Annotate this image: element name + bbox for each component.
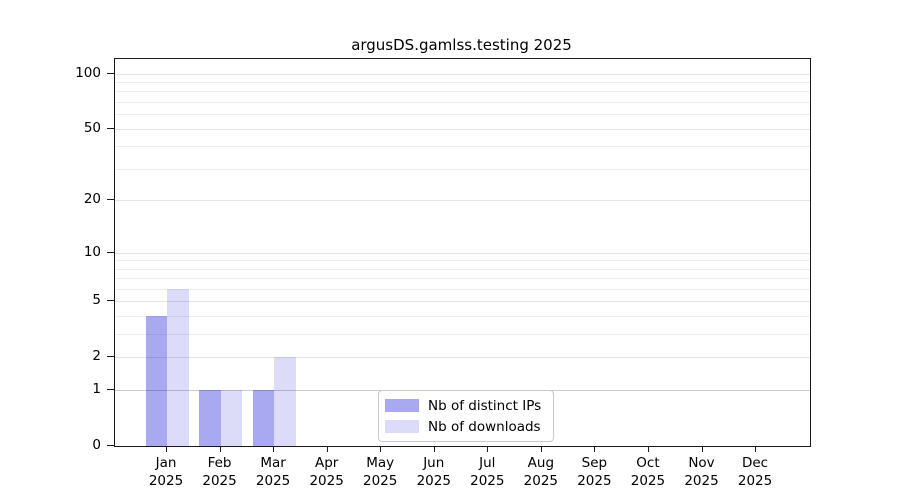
y-tick-label-50: 50 bbox=[83, 119, 101, 136]
bar-downloads-mar bbox=[274, 357, 296, 446]
legend-label-downloads: Nb of downloads bbox=[428, 418, 541, 435]
x-tick-label-dec: Dec 2025 bbox=[737, 455, 773, 489]
gridline-minor bbox=[115, 268, 810, 270]
x-tick-mark-sep bbox=[594, 446, 596, 452]
x-tick-label-jun: Jun 2025 bbox=[416, 455, 451, 489]
legend-item-distinct-ips: Nb of distinct IPs bbox=[385, 397, 541, 414]
x-tick-mark-dec bbox=[755, 446, 757, 452]
x-tick-mark-nov bbox=[701, 446, 703, 452]
x-tick-label-jul: Jul 2025 bbox=[470, 455, 505, 489]
x-tick-mark-aug bbox=[540, 446, 542, 452]
gridline-minor bbox=[115, 81, 810, 83]
bar-downloads-feb bbox=[220, 390, 243, 446]
gridline-2 bbox=[115, 357, 810, 359]
x-tick-mark-jan bbox=[166, 446, 167, 452]
y-tick-mark-2 bbox=[107, 356, 114, 358]
y-tick-mark-50 bbox=[107, 127, 114, 129]
legend: Nb of distinct IPs Nb of downloads bbox=[378, 390, 555, 442]
gridline-100 bbox=[115, 73, 810, 75]
x-tick-mark-may bbox=[380, 446, 382, 452]
bar-distinct-ips-mar bbox=[252, 390, 275, 446]
y-tick-mark-20 bbox=[107, 199, 114, 201]
gridline-minor bbox=[115, 334, 810, 336]
y-tick-mark-100 bbox=[107, 72, 114, 74]
legend-swatch-distinct-ips bbox=[385, 399, 419, 412]
gridline-5 bbox=[115, 301, 810, 303]
x-tick-mark-oct bbox=[647, 446, 649, 452]
y-tick-mark-10 bbox=[107, 251, 114, 253]
x-tick-label-may: May 2025 bbox=[363, 455, 398, 489]
y-tick-mark-5 bbox=[107, 300, 114, 302]
y-tick-label-2: 2 bbox=[92, 348, 101, 365]
chart-title: argusDS.gamlss.testing 2025 bbox=[351, 36, 572, 54]
x-tick-label-nov: Nov 2025 bbox=[684, 455, 719, 489]
x-tick-mark-feb bbox=[219, 446, 221, 452]
gridline-minor bbox=[115, 278, 810, 280]
gridline-minor bbox=[115, 260, 810, 262]
gridline-minor bbox=[115, 146, 810, 148]
y-tick-mark-1 bbox=[107, 389, 114, 391]
x-tick-label-feb: Feb 2025 bbox=[202, 455, 237, 489]
gridline-minor bbox=[115, 288, 810, 290]
x-tick-label-oct: Oct 2025 bbox=[630, 455, 666, 489]
x-tick-mark-jun bbox=[433, 446, 435, 452]
y-tick-label-100: 100 bbox=[75, 64, 101, 81]
bar-distinct-ips-feb bbox=[199, 390, 221, 446]
gridline-minor bbox=[115, 114, 810, 116]
gridline-minor bbox=[115, 316, 810, 318]
gridline-10 bbox=[115, 252, 810, 254]
x-tick-label-jan: Jan 2025 bbox=[148, 455, 184, 489]
legend-label-distinct-ips: Nb of distinct IPs bbox=[428, 397, 542, 414]
bar-distinct-ips-jan bbox=[145, 316, 167, 446]
gridline-minor bbox=[115, 168, 810, 170]
x-tick-label-mar: Mar 2025 bbox=[255, 455, 291, 489]
gridline-minor bbox=[115, 91, 810, 93]
x-tick-label-aug: Aug 2025 bbox=[523, 455, 559, 489]
x-tick-mark-apr bbox=[326, 446, 328, 452]
gridline-minor bbox=[115, 102, 810, 104]
y-tick-label-1: 1 bbox=[92, 381, 101, 398]
y-tick-mark-0 bbox=[107, 445, 114, 446]
gridline-20 bbox=[115, 200, 810, 202]
x-tick-label-apr: Apr 2025 bbox=[309, 455, 344, 489]
x-tick-label-sep: Sep 2025 bbox=[577, 455, 612, 489]
x-tick-mark-jul bbox=[487, 446, 489, 452]
legend-item-downloads: Nb of downloads bbox=[385, 418, 541, 435]
y-tick-label-0: 0 bbox=[92, 437, 101, 453]
x-tick-mark-mar bbox=[273, 446, 275, 452]
y-tick-label-20: 20 bbox=[83, 191, 101, 208]
gridline-50 bbox=[115, 128, 810, 130]
y-tick-label-5: 5 bbox=[92, 292, 101, 309]
plot-area bbox=[114, 58, 811, 447]
legend-swatch-downloads bbox=[385, 420, 419, 433]
y-tick-label-10: 10 bbox=[83, 243, 101, 260]
bar-downloads-jan bbox=[167, 288, 189, 446]
